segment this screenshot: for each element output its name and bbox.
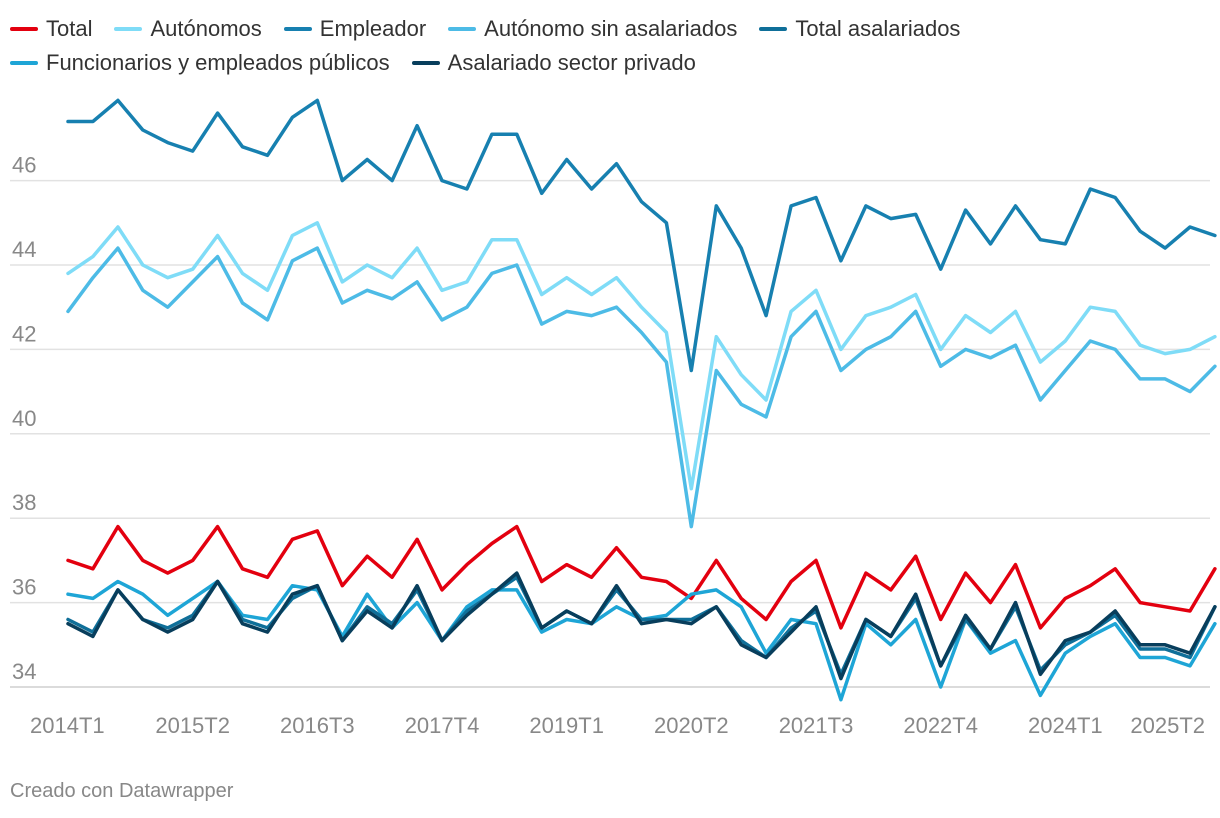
line-chart: 34 36 38 40 42 44 46 2014T1 2015T2 2016T3 2017T4 20… xyxy=(10,98,1217,738)
legend-label: Autónomos xyxy=(150,16,262,41)
legend-label: Asalariado sector privado xyxy=(447,50,696,75)
legend-swatch xyxy=(283,27,312,31)
x-tick-label: 2014T1 xyxy=(30,713,105,738)
x-tick-label: 2020T2 xyxy=(654,713,729,738)
legend-label: Total asalariados xyxy=(795,16,961,41)
legend-swatch xyxy=(10,61,38,65)
legend-item-autonomo-sin-asalariados[interactable]: Autónomo sin asalariados xyxy=(448,12,737,46)
x-tick-label: 2015T2 xyxy=(155,713,230,738)
x-tick-label: 2022T4 xyxy=(903,713,978,738)
legend-swatch xyxy=(759,27,788,31)
legend-label: Empleador xyxy=(319,16,427,41)
x-tick-label: 2019T1 xyxy=(529,713,604,738)
series-line-asalariado-sector-privado[interactable] xyxy=(66,571,1217,681)
legend-item-empleador[interactable]: Empleador xyxy=(283,12,427,46)
legend-swatch xyxy=(114,27,143,31)
legend-swatch xyxy=(10,27,38,31)
legend-label: Autónomo sin asalariados xyxy=(484,16,738,41)
series-line-empleador[interactable] xyxy=(66,98,1217,373)
legend-label: Funcionarios y empleados públicos xyxy=(46,50,390,75)
y-tick-label: 42 xyxy=(12,321,36,346)
y-tick-label: 36 xyxy=(12,575,36,600)
x-tick-label: 2017T4 xyxy=(405,713,480,738)
legend-swatch xyxy=(448,27,477,31)
y-tick-label: 46 xyxy=(12,153,36,178)
datawrapper-credit[interactable]: Creado con Datawrapper xyxy=(10,780,234,802)
legend-label: Total xyxy=(46,16,93,41)
series-line-aut-nomos[interactable] xyxy=(66,221,1217,491)
chart-legend: Total Autónomos Empleador Autónomo sin a… xyxy=(10,12,1210,80)
legend-item-total[interactable]: Total xyxy=(10,12,92,46)
y-tick-label: 38 xyxy=(12,490,36,515)
x-tick-label: 2024T1 xyxy=(1028,713,1103,738)
legend-item-total-asalariados[interactable]: Total asalariados xyxy=(759,12,960,46)
y-tick-label: 44 xyxy=(12,237,36,262)
x-tick-label: 2021T3 xyxy=(779,713,854,738)
legend-item-funcionarios[interactable]: Funcionarios y empleados públicos xyxy=(10,46,390,80)
y-tick-label: 40 xyxy=(12,406,36,431)
series-line-funcionarios-y-empleados-p-blicos[interactable] xyxy=(66,579,1217,702)
x-tick-label: 2016T3 xyxy=(280,713,355,738)
x-tick-label: 2025T2 xyxy=(1130,713,1205,738)
series-line-total[interactable] xyxy=(66,524,1217,630)
legend-swatch xyxy=(411,61,440,65)
legend-item-autonomos[interactable]: Autónomos xyxy=(114,12,262,46)
series-line-aut-nomo-sin-asalariados[interactable] xyxy=(66,246,1217,529)
legend-item-asalariado-privado[interactable]: Asalariado sector privado xyxy=(411,46,696,80)
y-tick-label: 34 xyxy=(12,659,36,684)
